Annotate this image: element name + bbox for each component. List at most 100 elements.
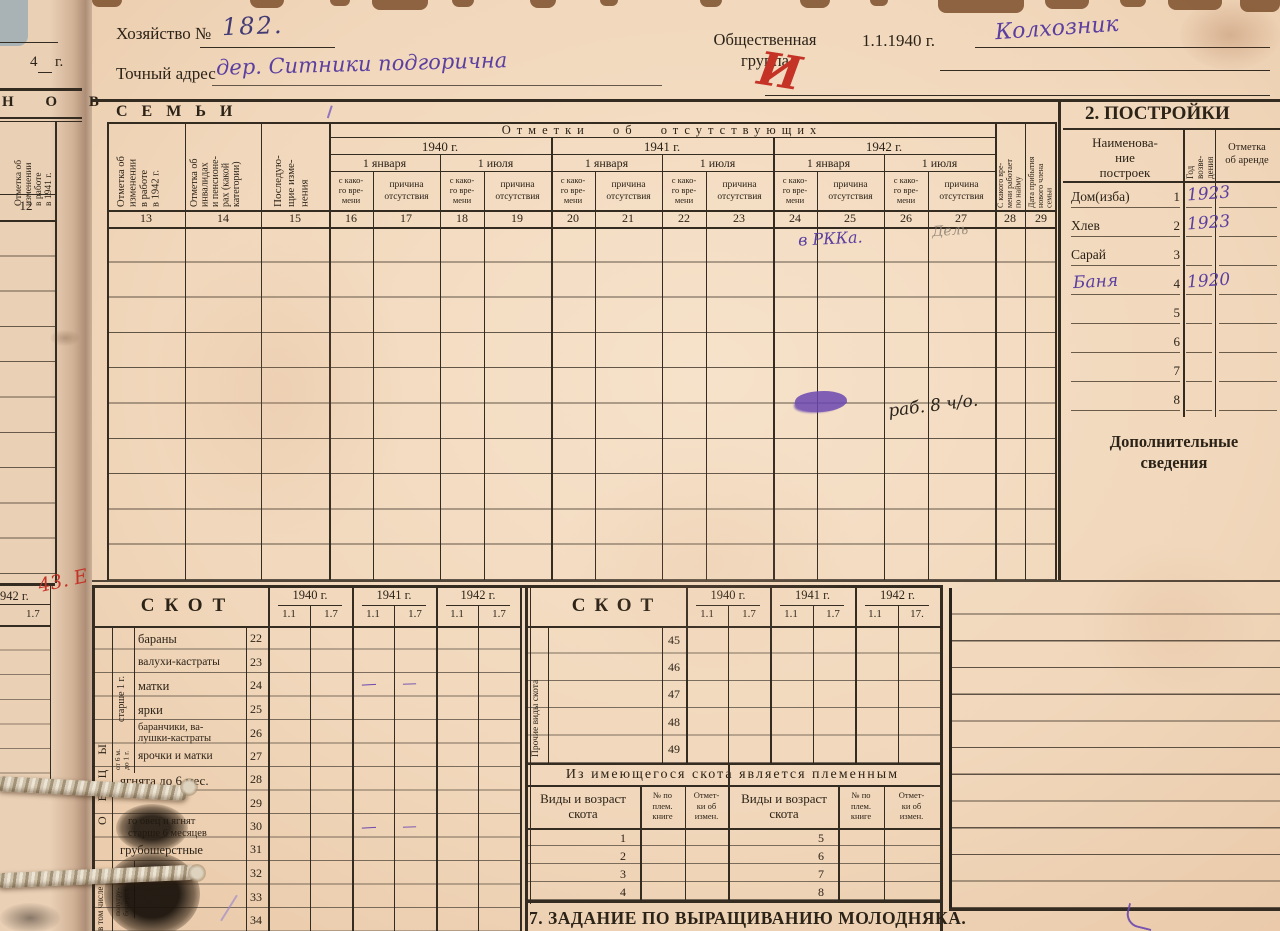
colnum-21: 21 xyxy=(622,211,634,225)
breeding-row-num: 1 xyxy=(620,831,626,845)
absent-date-jul-1942: 1 июля xyxy=(921,156,958,170)
breeding-table-grid xyxy=(525,828,940,900)
sheep-subcol: 1.1 xyxy=(366,608,380,620)
subcol-from-5: с како- го вре- мени xyxy=(782,175,808,206)
breeding-col-book-header: № по плем. книге xyxy=(850,790,872,822)
breeding-row-num: 5 xyxy=(818,831,824,845)
sheep-row-num: 34 xyxy=(250,913,262,927)
address-label: Точный адрес xyxy=(116,64,216,83)
buildings-title: 2. ПОСТРОЙКИ xyxy=(1085,103,1230,124)
breeding-title: Из имеющегося скота является племенным xyxy=(565,767,900,782)
subcol-from-6: с како- го вре- мени xyxy=(893,175,919,206)
building-row-num: 5 xyxy=(1173,305,1181,320)
sheep-row-num: 22 xyxy=(250,631,262,645)
subcol-reason-1: причина отсутствия xyxy=(384,180,429,202)
sheep-row-name: бараны xyxy=(138,632,177,646)
sheep-row-num: 23 xyxy=(250,655,262,669)
left-strip-year-fragment: 4 xyxy=(30,54,38,70)
breeding-row-num: 7 xyxy=(818,867,824,881)
breeding-row-num: 2 xyxy=(620,849,626,863)
colnum-23: 23 xyxy=(733,211,745,225)
breeding-row-num: 8 xyxy=(818,885,824,899)
cover-corner xyxy=(0,0,28,46)
social-group-label: Общественная группа xyxy=(713,30,817,70)
absent-group-title: Отметки об отсутствующих xyxy=(501,123,823,137)
subcol-reason-3: причина отсутствия xyxy=(606,180,651,202)
other-row-num: 45 xyxy=(662,633,686,648)
sheep-row-name: ярочки и матки xyxy=(138,750,213,762)
sheep-row-name: баранчики, ва- лушки-кастраты xyxy=(138,722,212,745)
colnum-24: 24 xyxy=(789,211,801,225)
family-col14-header: Отметка об инвалидах и пенсионе- рах (ка… xyxy=(189,156,242,207)
colnum-14: 14 xyxy=(217,211,229,225)
other-subcol: 1.1 xyxy=(778,608,804,620)
page-fold-shadow xyxy=(50,0,92,931)
buildings-col-name-header: Наименова- ние построек xyxy=(1092,135,1158,180)
building-row-name: Сарай xyxy=(1071,247,1106,262)
breeding-row-num: 3 xyxy=(620,867,626,881)
colnum-13: 13 xyxy=(140,211,152,225)
building-row-num: 1 xyxy=(1173,189,1181,204)
sheep-row-name: ярки xyxy=(138,703,163,717)
sheep-row-num: 26 xyxy=(250,726,262,740)
subcol-reason-2: причина отсутствия xyxy=(495,180,540,202)
building-row-year: 1923 xyxy=(1186,211,1231,235)
address-value: дер. Ситники подгорична xyxy=(215,48,508,80)
building-row-name-handwritten: Баня xyxy=(1072,270,1119,294)
absent-year-1941: 1941 г. xyxy=(643,139,681,154)
sheep-subcol: 1.7 xyxy=(408,608,422,620)
colnum-16: 16 xyxy=(345,211,357,225)
sheep-subcol: 1.1 xyxy=(282,608,296,620)
sheep-row-num: 24 xyxy=(250,678,262,692)
sheep-outer-group-label: О В Ц Ы xyxy=(95,738,109,825)
sheep-group-6m-1y: от 6 м. до 1 г. xyxy=(113,748,131,770)
breeding-col-book-header: № по плем. книге xyxy=(652,790,673,822)
left-strip-lower-year: 942 г. xyxy=(0,589,29,603)
building-row-num: 2 xyxy=(1173,218,1181,233)
other-table-title: СКОТ xyxy=(552,595,682,617)
sheep-subcol: 1.7 xyxy=(324,608,338,620)
other-year-1940: 1940 г. xyxy=(686,588,770,603)
building-row-num: 8 xyxy=(1173,392,1181,407)
other-subcol: 17. xyxy=(910,608,924,620)
subcol-from-3: с како- го вре- мени xyxy=(560,175,586,206)
paper-stain xyxy=(50,330,80,346)
absent-date-jul-1941: 1 июля xyxy=(699,156,736,170)
other-year-1942: 1942 г. xyxy=(880,588,915,602)
sheep-row-num: 27 xyxy=(250,749,262,763)
other-subcol: 1.1 xyxy=(694,608,720,620)
colnum-18: 18 xyxy=(456,211,468,225)
absent-date-jan-1941: 1 января xyxy=(584,156,629,170)
absent-year-1942: 1942 г. xyxy=(865,139,903,154)
binding-damage xyxy=(116,804,188,852)
sheep-table-title: СКОТ xyxy=(140,595,236,616)
family-section-title: СЕМЬИ xyxy=(116,103,247,120)
ink-tick xyxy=(318,102,333,119)
other-row-num: 47 xyxy=(668,687,680,701)
colnum-29: 29 xyxy=(1035,211,1047,225)
left-strip-year-suffix: г. xyxy=(55,54,64,70)
building-row-num: 7 xyxy=(1173,363,1181,378)
red-check-mark: И xyxy=(754,40,806,102)
record-date: 1.1.1940 г. xyxy=(862,31,936,50)
breeding-row-num: 4 xyxy=(620,885,626,899)
colnum-20: 20 xyxy=(567,211,579,225)
sheep-row-num: 31 xyxy=(250,842,262,856)
sheep-row-num: 28 xyxy=(250,772,262,786)
sheep-row-num: 30 xyxy=(250,819,262,833)
ink-dash: — xyxy=(402,674,417,691)
twine-frayed-end xyxy=(180,778,198,796)
left-strip-lower-subcol: 1.7 xyxy=(26,608,40,620)
colnum-25: 25 xyxy=(844,211,856,225)
sheep-row-num: 32 xyxy=(250,866,262,880)
sheep-group-over1: старше 1 г. xyxy=(116,676,127,722)
absent-date-jan-1940: 1 января xyxy=(362,156,407,170)
sheep-row-num: 29 xyxy=(250,796,262,810)
absent-date-jul-1940: 1 июля xyxy=(477,156,514,170)
building-row-name: Дом(изба) xyxy=(1071,189,1130,204)
building-row-name: Хлев xyxy=(1071,218,1100,233)
sheep-row-name: валухи-кастраты xyxy=(138,656,220,668)
other-row-num: 49 xyxy=(668,742,680,756)
breeding-col-change-header: Отмет- ки об измен. xyxy=(898,790,925,822)
